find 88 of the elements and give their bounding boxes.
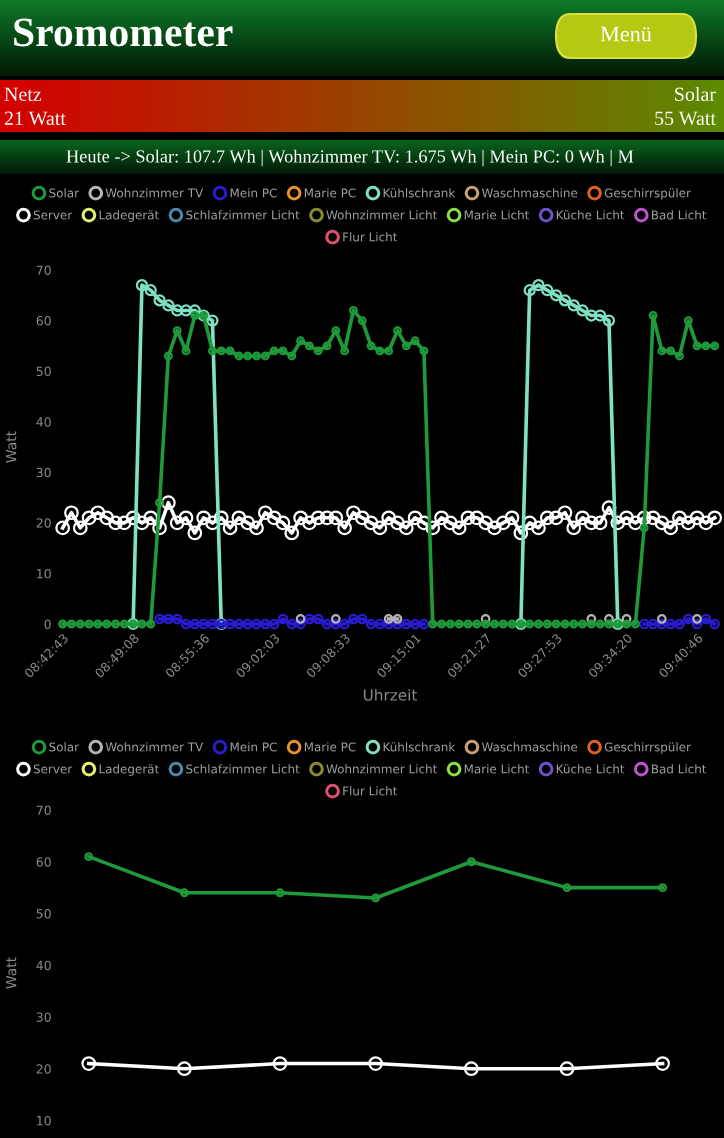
point [567,299,580,312]
text: Menü [600,26,652,42]
point [330,618,342,630]
point [691,618,703,630]
point [171,613,183,625]
point [304,613,315,625]
point [392,614,403,624]
point [541,284,554,297]
point [368,1056,384,1071]
point [81,1056,97,1071]
point [586,614,597,624]
point [312,613,324,625]
point [365,618,377,630]
point [602,314,616,327]
point [295,614,306,624]
point [638,618,650,630]
point [275,888,285,898]
point [321,618,333,630]
point [330,614,341,624]
point [207,618,218,630]
point [463,1061,479,1077]
point [466,857,476,867]
point [656,618,668,630]
point [189,618,201,630]
point [562,883,572,893]
point [277,613,289,625]
point [558,294,572,307]
point [295,618,306,630]
point [206,314,219,327]
point [233,618,245,630]
text: Netz [4,87,42,102]
point [709,618,720,630]
point [356,613,368,625]
point [401,618,412,630]
point [162,299,175,312]
point [176,1061,192,1077]
point [392,618,403,630]
point [647,618,659,630]
point [268,618,280,630]
point [371,893,381,903]
point [348,613,359,625]
point [585,309,598,322]
point [153,294,166,307]
point [251,618,262,630]
point [179,304,193,317]
point [480,614,491,624]
chart-title: Sromometer [14,18,233,47]
point [272,1056,288,1071]
point [665,618,676,630]
point [409,618,421,630]
text: Solar [675,86,716,102]
chart-subtitle: Heute -> Solar: 107.7 Wh | Wohnzimmer TV: 1.675 Wh | Mein PC: 0 Wh | M [66,149,634,167]
point [532,279,545,292]
point [135,279,149,292]
point [383,614,394,624]
point [179,888,189,898]
point [594,309,607,322]
point [621,614,632,624]
point [144,284,157,297]
point [683,613,694,625]
point [576,304,589,317]
point [692,614,702,624]
point [674,618,685,630]
point [198,618,209,630]
point [383,618,394,630]
point [700,613,712,625]
point [163,613,174,625]
point [224,618,236,630]
point [374,618,386,630]
point [549,289,563,302]
point [188,304,201,317]
point [180,618,192,630]
text: 21 Watt [4,111,66,126]
point [242,618,253,630]
point [154,613,165,625]
point [656,614,667,624]
point [339,618,350,630]
point [171,304,184,317]
point [418,618,430,630]
point [658,883,668,893]
point [260,618,271,630]
point [559,1061,575,1077]
point [655,1056,670,1071]
point [523,284,536,297]
point [604,614,614,624]
point [84,852,94,862]
line-series [84,852,668,903]
text: 55 Watt [655,111,716,126]
